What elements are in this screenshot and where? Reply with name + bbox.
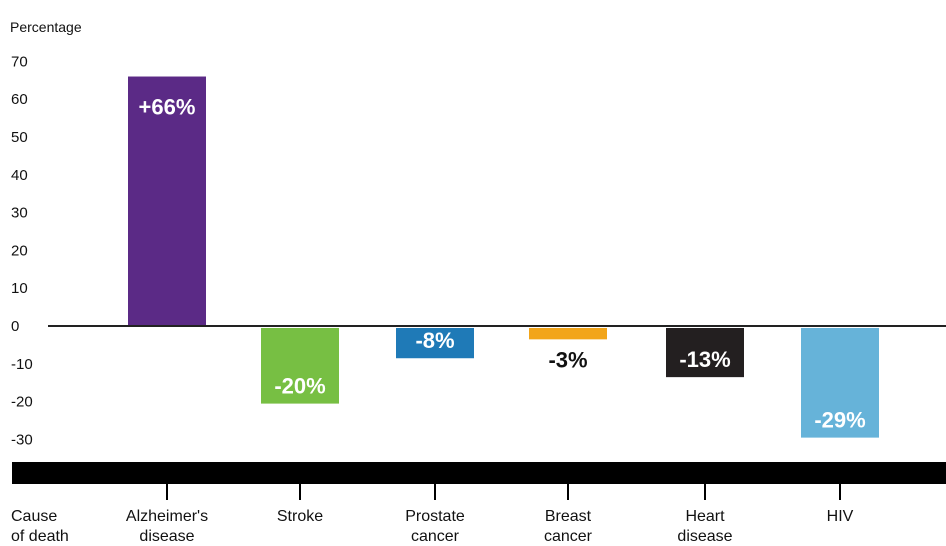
bar-value-label: -3%: [548, 347, 587, 372]
x-axis: Alzheimer's disease Stroke Prostate cancer Br…: [126, 484, 854, 545]
y-tick-label: -10: [11, 356, 33, 373]
y-tick-label: 0: [11, 318, 19, 335]
y-tick-label: 20: [11, 242, 28, 259]
x-category-label: Prostate: [405, 508, 465, 525]
bar: [801, 328, 879, 438]
bar: [396, 328, 474, 359]
y-tick-label: -20: [11, 394, 33, 411]
bar-value-label: +66%: [139, 95, 196, 120]
x-category-label: Alzheimer's: [126, 508, 208, 525]
bar-value-label: -29%: [814, 408, 865, 433]
y-tick-label: 10: [11, 280, 28, 297]
y-tick-label: 70: [11, 53, 28, 70]
x-category-label: Breast: [545, 508, 592, 525]
y-tick-label: 50: [11, 129, 28, 146]
y-axis-title: Percentage: [10, 19, 82, 35]
bar: [666, 328, 744, 378]
x-category-label: cancer: [544, 528, 593, 545]
bar-value-label: -20%: [274, 374, 325, 399]
x-axis-title: Cause of death: [11, 508, 69, 545]
x-category-label: Heart: [685, 508, 725, 525]
x-axis-band: [12, 462, 946, 484]
y-tick-label: -30: [11, 431, 33, 448]
x-category-label: disease: [677, 528, 732, 545]
bar-value-label: -13%: [679, 347, 730, 372]
bar-value-label: -8%: [415, 328, 454, 353]
x-axis-title-line: Cause: [11, 508, 57, 525]
bars: +66% -20% -8% -3% -13% -29%: [128, 76, 879, 438]
bar: [128, 76, 206, 327]
bar: [261, 328, 339, 404]
x-category-label: Stroke: [277, 508, 323, 525]
x-category-label: cancer: [411, 528, 460, 545]
y-tick-label: 60: [11, 91, 28, 108]
y-tick-label: 40: [11, 167, 28, 184]
y-axis: 70 60 50 40 30 20 10 0 -10 -20 -30: [11, 53, 33, 448]
x-axis-title-line: of death: [11, 528, 69, 545]
x-category-label: HIV: [827, 508, 854, 525]
y-tick-label: 30: [11, 205, 28, 222]
bar: [529, 328, 607, 340]
x-category-label: disease: [139, 528, 194, 545]
